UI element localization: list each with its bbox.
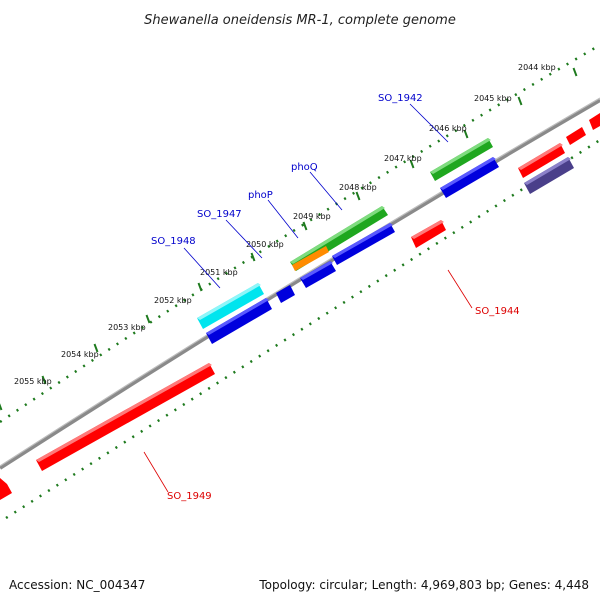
gene-feature-red-left[interactable] (0, 478, 12, 500)
tick-label: 2050 kbp (246, 240, 284, 249)
major-tick (409, 159, 415, 169)
major-tick (197, 282, 203, 292)
gene-feature-php[interactable] (332, 223, 395, 265)
gene-feature-so1943[interactable] (440, 157, 499, 198)
genome-backbone (0, 98, 600, 470)
genome-backbone-highlight (0, 97, 600, 467)
gene-label-phoq[interactable]: phoQ (291, 162, 318, 173)
major-tick (93, 343, 99, 353)
gene-feature-red-right-1[interactable] (518, 143, 565, 178)
gene-label-so1942[interactable]: SO_1942 (378, 93, 423, 104)
gene-feature-red-right-3[interactable] (589, 113, 600, 130)
major-tick (250, 252, 256, 262)
major-tick (355, 191, 361, 201)
gene-feature-so1949[interactable] (36, 363, 215, 471)
gene-label-phop[interactable]: phoP (248, 190, 273, 201)
gene-feature-orange[interactable] (292, 246, 329, 271)
genome-summary: Topology: circular; Length: 4,969,803 bp… (259, 578, 589, 592)
tick-label: 2051 kbp (200, 268, 238, 277)
tick-label: 2053 kbp (108, 323, 146, 332)
leader-lines (143, 103, 473, 493)
major-ticks (0, 67, 578, 411)
tick-label: 2048 kbp (339, 183, 377, 192)
major-tick (145, 314, 151, 324)
gene-label-so1949[interactable]: SO_1949 (167, 491, 212, 502)
features (0, 113, 600, 500)
gene-label-so1948[interactable]: SO_1948 (151, 236, 196, 247)
gene-feature-so1947[interactable] (300, 261, 336, 288)
major-tick (0, 403, 3, 411)
major-tick (463, 129, 469, 139)
gene-feature-small-blue[interactable] (276, 285, 295, 303)
major-tick (517, 96, 523, 106)
major-tick (572, 67, 578, 77)
gene-label-so1944[interactable]: SO_1944 (475, 306, 520, 317)
tick-label: 2055 kbp (14, 377, 52, 386)
tick-label: 2047 kbp (384, 154, 422, 163)
tick-label: 2045 kbp (474, 94, 512, 103)
gene-feature-so1944[interactable] (411, 220, 446, 248)
tick-label: 2052 kbp (154, 296, 192, 305)
gene-feature-so1948b[interactable] (206, 298, 272, 344)
map-title: Shewanella oneidensis MR-1, complete gen… (144, 13, 456, 28)
gene-feature-red-right-2[interactable] (566, 127, 586, 145)
gene-feature-so1942[interactable] (430, 138, 493, 181)
gene-labels: SO_1942 phoQ phoP SO_1947 SO_1948 SO_1944 SO_1… (151, 93, 520, 502)
major-tick (41, 375, 47, 385)
major-tick (302, 221, 308, 231)
accession-label: Accession: NC_004347 (9, 578, 146, 592)
tick-labels: 2044 kbp 2045 kbp 2046 kbp 2047 kbp 2048 kbp… (14, 63, 556, 386)
gene-feature-so1948[interactable] (197, 283, 264, 329)
gene-feature-slate[interactable] (524, 157, 574, 194)
ruler-inner (5, 138, 600, 520)
gene-label-so1947[interactable]: SO_1947 (197, 209, 242, 220)
tick-label: 2046 kbp (429, 124, 467, 133)
tick-label: 2044 kbp (518, 63, 556, 72)
tick-label: 2054 kbp (61, 350, 99, 359)
tick-label: 2049 kbp (293, 212, 331, 221)
